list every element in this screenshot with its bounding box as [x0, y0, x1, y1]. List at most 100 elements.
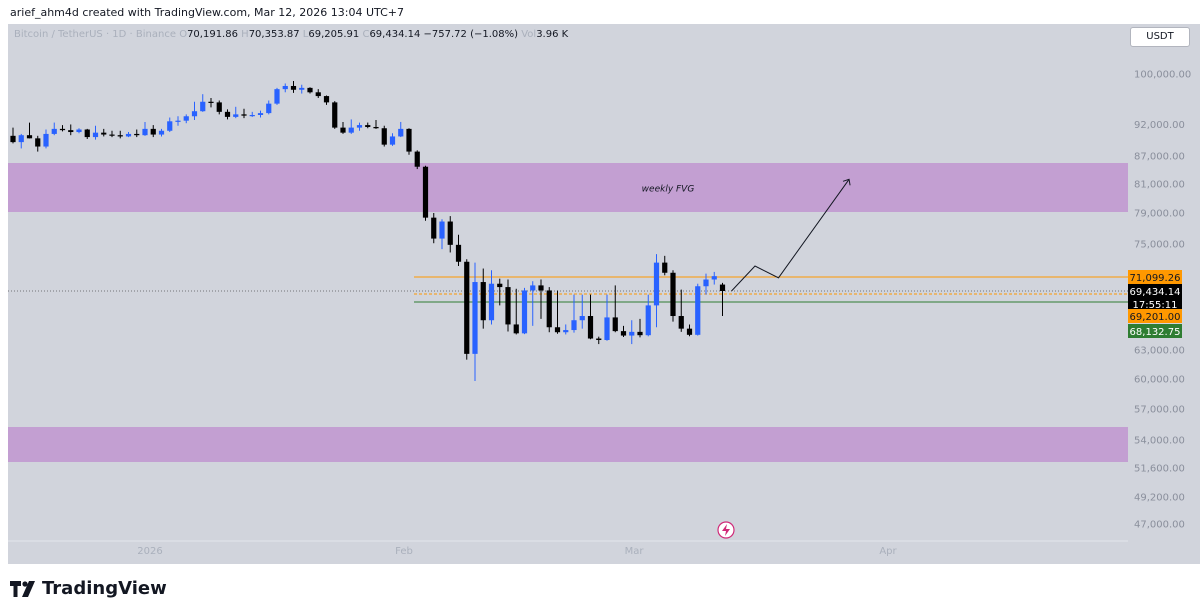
supply-demand-zone[interactable]: [8, 427, 1128, 462]
symbol-name[interactable]: Bitcoin / TetherUS · 1D · Binance: [14, 29, 176, 40]
price-tag[interactable]: [1128, 324, 1182, 338]
candle-body[interactable]: [530, 285, 536, 291]
last-price-tag[interactable]: [1128, 284, 1182, 312]
candle-body[interactable]: [422, 166, 429, 218]
candle-body[interactable]: [439, 221, 445, 239]
candle-body[interactable]: [447, 221, 453, 245]
candle-body[interactable]: [340, 127, 346, 133]
candle-body[interactable]: [695, 286, 701, 335]
candle-body[interactable]: [307, 87, 313, 93]
candle-body[interactable]: [620, 331, 627, 336]
candle-body[interactable]: [68, 130, 74, 133]
candle-body[interactable]: [381, 128, 387, 145]
candle-body[interactable]: [18, 135, 24, 143]
candle-body[interactable]: [612, 317, 618, 332]
tradingview-logo[interactable]: TradingView: [10, 578, 167, 599]
candle-body[interactable]: [653, 262, 660, 306]
candle-body[interactable]: [59, 128, 66, 131]
candle-body[interactable]: [84, 129, 90, 138]
candle-body[interactable]: [678, 316, 684, 329]
candle-body[interactable]: [216, 102, 222, 112]
candle-body[interactable]: [101, 132, 107, 135]
candle-body[interactable]: [92, 132, 99, 138]
candle-body[interactable]: [670, 272, 676, 317]
candle-body[interactable]: [241, 114, 247, 116]
candle-body[interactable]: [274, 89, 280, 104]
candle-body[interactable]: [158, 130, 165, 135]
candle-body[interactable]: [257, 113, 264, 115]
candle-body[interactable]: [455, 244, 462, 262]
projection-path[interactable]: [731, 179, 850, 292]
candle-body[interactable]: [414, 151, 420, 167]
candle-body[interactable]: [233, 114, 239, 117]
candle-body[interactable]: [26, 135, 33, 139]
y-tick-label: 60,000.00: [1134, 375, 1185, 386]
candle-body[interactable]: [117, 135, 123, 137]
candle-body[interactable]: [587, 316, 594, 339]
currency-selector-button[interactable]: USDT: [1130, 27, 1190, 47]
candle-body[interactable]: [109, 134, 115, 136]
price-tag[interactable]: [1128, 270, 1182, 284]
candle-body[interactable]: [521, 290, 528, 334]
candle-body[interactable]: [356, 125, 363, 128]
candle-body[interactable]: [249, 115, 255, 117]
candle-body[interactable]: [464, 261, 470, 354]
open-value: 70,191.86: [187, 29, 238, 40]
candle-body[interactable]: [191, 111, 198, 117]
candle-body[interactable]: [579, 316, 585, 321]
candle-body[interactable]: [686, 328, 693, 335]
candle-body[interactable]: [142, 128, 148, 136]
candle-body[interactable]: [200, 101, 206, 112]
candle-body[interactable]: [332, 102, 338, 128]
candle-body[interactable]: [513, 324, 519, 334]
candle-body[interactable]: [596, 338, 602, 341]
candle-body[interactable]: [472, 282, 478, 354]
candle-body[interactable]: [571, 320, 577, 331]
candle-body[interactable]: [167, 121, 173, 131]
candle-body[interactable]: [703, 279, 709, 287]
candle-body[interactable]: [266, 103, 272, 114]
candle-body[interactable]: [497, 283, 503, 288]
candle-body[interactable]: [373, 126, 379, 129]
candle-body[interactable]: [315, 92, 321, 97]
supply-demand-zone[interactable]: [8, 163, 1128, 212]
candle-body[interactable]: [175, 120, 181, 122]
candle-body[interactable]: [554, 327, 561, 333]
candle-body[interactable]: [365, 125, 371, 127]
candle-body[interactable]: [323, 96, 330, 103]
candle-body[interactable]: [125, 133, 132, 137]
price-tag[interactable]: [1128, 309, 1182, 323]
candle-body[interactable]: [348, 127, 354, 133]
candle-body[interactable]: [208, 101, 214, 103]
candle-body[interactable]: [406, 128, 412, 152]
candle-body[interactable]: [224, 111, 231, 117]
candle-body[interactable]: [150, 128, 156, 135]
candle-body[interactable]: [431, 217, 437, 239]
candle-body[interactable]: [563, 330, 569, 333]
candle-body[interactable]: [134, 133, 140, 136]
candle-body[interactable]: [645, 305, 651, 336]
candle-body[interactable]: [398, 128, 404, 137]
candle-body[interactable]: [604, 317, 610, 341]
candle-body[interactable]: [299, 87, 305, 90]
candle-body[interactable]: [76, 129, 82, 133]
candle-body[interactable]: [51, 128, 57, 134]
candle-body[interactable]: [35, 138, 41, 147]
candle-body[interactable]: [43, 133, 49, 147]
candle-body[interactable]: [546, 290, 552, 328]
candle-body[interactable]: [629, 331, 635, 336]
candle-body[interactable]: [282, 85, 288, 90]
candle-body[interactable]: [488, 283, 495, 321]
candle-body[interactable]: [290, 85, 297, 90]
candle-body[interactable]: [538, 285, 544, 291]
candle-body[interactable]: [183, 116, 189, 121]
candle-body[interactable]: [637, 331, 643, 336]
candle-body[interactable]: [719, 284, 726, 292]
candle-body[interactable]: [505, 287, 511, 325]
candle-body[interactable]: [662, 262, 668, 273]
candle-body[interactable]: [10, 135, 16, 143]
candle-body[interactable]: [389, 136, 396, 145]
candle-body[interactable]: [480, 282, 486, 321]
candle-body[interactable]: [711, 276, 717, 280]
